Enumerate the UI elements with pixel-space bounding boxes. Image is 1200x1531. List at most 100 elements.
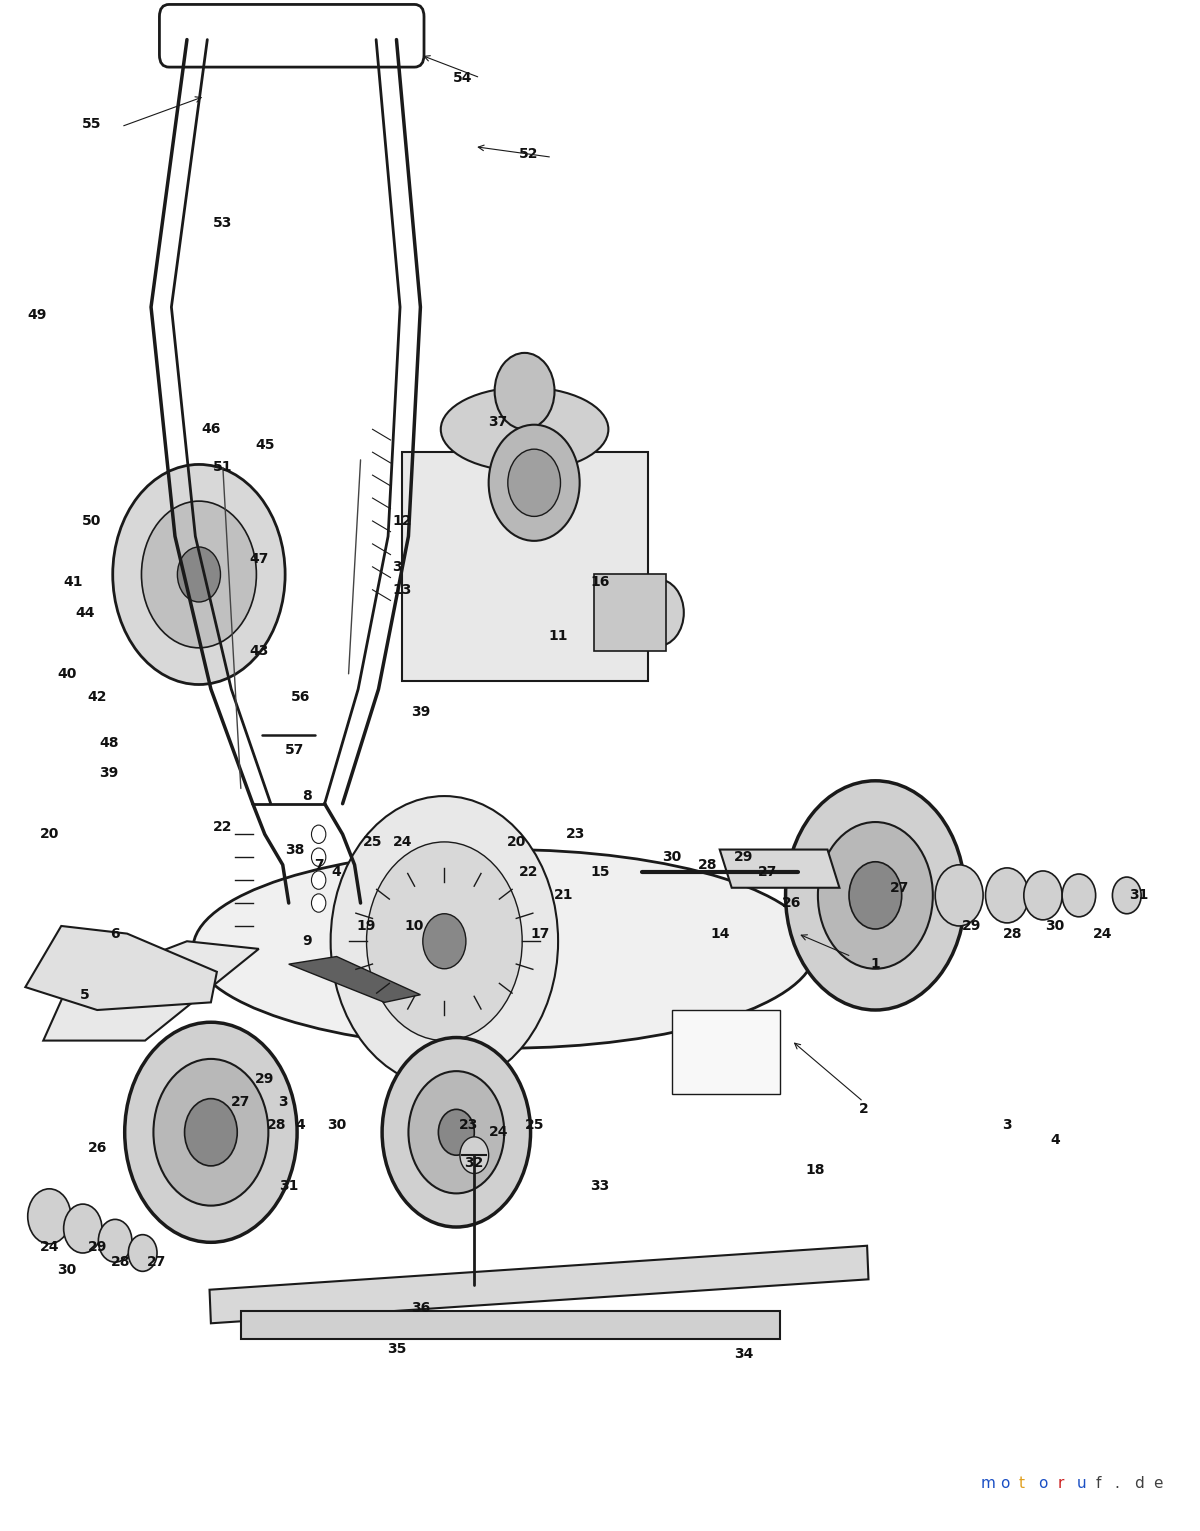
Text: 29: 29 xyxy=(734,850,754,863)
Circle shape xyxy=(1062,874,1096,917)
Ellipse shape xyxy=(440,387,608,472)
Circle shape xyxy=(818,822,932,969)
Text: o: o xyxy=(1000,1476,1009,1491)
Text: 27: 27 xyxy=(889,880,908,894)
Circle shape xyxy=(28,1188,71,1243)
Text: 30: 30 xyxy=(662,850,682,863)
Polygon shape xyxy=(25,926,217,1010)
Polygon shape xyxy=(720,850,840,888)
Text: 54: 54 xyxy=(452,70,472,84)
Circle shape xyxy=(312,894,326,912)
Text: 5: 5 xyxy=(80,987,90,1001)
Text: 57: 57 xyxy=(286,743,305,758)
Circle shape xyxy=(408,1072,504,1193)
Text: 3: 3 xyxy=(278,1095,288,1108)
Circle shape xyxy=(366,842,522,1041)
Circle shape xyxy=(985,868,1028,923)
Text: 40: 40 xyxy=(58,668,77,681)
Text: 43: 43 xyxy=(250,645,269,658)
Text: 33: 33 xyxy=(590,1179,610,1193)
Text: 21: 21 xyxy=(554,888,574,902)
Text: 6: 6 xyxy=(110,926,120,940)
Circle shape xyxy=(631,579,684,646)
Text: 10: 10 xyxy=(404,919,424,932)
Text: 30: 30 xyxy=(58,1263,77,1277)
Text: t: t xyxy=(1019,1476,1025,1491)
Text: 29: 29 xyxy=(256,1072,275,1085)
Circle shape xyxy=(438,1110,474,1156)
Circle shape xyxy=(850,862,901,929)
Text: 24: 24 xyxy=(40,1240,59,1254)
Polygon shape xyxy=(289,957,420,1003)
Text: f: f xyxy=(1096,1476,1102,1491)
Text: 22: 22 xyxy=(214,819,233,833)
Text: .: . xyxy=(1115,1476,1120,1491)
Circle shape xyxy=(460,1138,488,1174)
Text: 26: 26 xyxy=(782,896,802,909)
Text: 46: 46 xyxy=(202,423,221,436)
Text: u: u xyxy=(1076,1476,1086,1491)
Text: 38: 38 xyxy=(286,842,305,856)
Bar xyxy=(241,1311,780,1338)
Text: r: r xyxy=(1057,1476,1063,1491)
Text: 29: 29 xyxy=(88,1240,107,1254)
Text: 27: 27 xyxy=(758,865,778,879)
Text: 30: 30 xyxy=(1045,919,1064,932)
Text: 39: 39 xyxy=(410,704,430,720)
Text: 20: 20 xyxy=(506,834,526,848)
Circle shape xyxy=(382,1038,530,1226)
Text: 17: 17 xyxy=(530,926,550,940)
Text: 4: 4 xyxy=(331,865,342,879)
Circle shape xyxy=(488,424,580,540)
Text: 24: 24 xyxy=(1093,926,1112,940)
Text: 9: 9 xyxy=(302,934,312,948)
Text: 16: 16 xyxy=(590,576,610,589)
Text: 19: 19 xyxy=(356,919,377,932)
Text: m: m xyxy=(980,1476,996,1491)
Text: 48: 48 xyxy=(100,735,119,750)
Circle shape xyxy=(154,1059,269,1205)
Ellipse shape xyxy=(193,850,816,1049)
Circle shape xyxy=(312,848,326,867)
Text: 4: 4 xyxy=(296,1118,306,1131)
Text: 26: 26 xyxy=(88,1141,107,1154)
Text: 34: 34 xyxy=(734,1347,754,1361)
Bar xyxy=(402,452,648,681)
Circle shape xyxy=(935,865,983,926)
Text: 28: 28 xyxy=(1003,926,1022,940)
Circle shape xyxy=(494,352,554,429)
Text: 41: 41 xyxy=(64,576,83,589)
Text: 31: 31 xyxy=(1129,888,1148,902)
Text: 7: 7 xyxy=(314,857,324,871)
Text: 15: 15 xyxy=(590,865,610,879)
Circle shape xyxy=(113,464,286,684)
Circle shape xyxy=(1112,877,1141,914)
Circle shape xyxy=(312,871,326,890)
Text: 51: 51 xyxy=(214,461,233,475)
Text: 37: 37 xyxy=(488,415,508,429)
Text: 23: 23 xyxy=(458,1118,478,1131)
Text: 27: 27 xyxy=(148,1255,167,1269)
Circle shape xyxy=(98,1219,132,1262)
Text: 24: 24 xyxy=(488,1125,508,1139)
Text: 42: 42 xyxy=(88,690,107,704)
Text: 39: 39 xyxy=(100,766,119,781)
Bar xyxy=(210,1246,869,1323)
Circle shape xyxy=(128,1234,157,1271)
Text: 49: 49 xyxy=(28,308,47,322)
Text: 8: 8 xyxy=(302,788,312,804)
FancyBboxPatch shape xyxy=(160,5,424,67)
Text: 27: 27 xyxy=(232,1095,251,1108)
Bar xyxy=(594,574,666,651)
Text: 13: 13 xyxy=(392,583,412,597)
Circle shape xyxy=(142,501,257,648)
Circle shape xyxy=(422,914,466,969)
Text: 12: 12 xyxy=(392,514,413,528)
Text: o: o xyxy=(1038,1476,1048,1491)
Text: 47: 47 xyxy=(250,553,269,566)
Text: 4: 4 xyxy=(1050,1133,1060,1147)
Circle shape xyxy=(508,449,560,516)
Text: 2: 2 xyxy=(858,1102,869,1116)
Bar xyxy=(672,1010,780,1095)
Text: 52: 52 xyxy=(518,147,538,161)
